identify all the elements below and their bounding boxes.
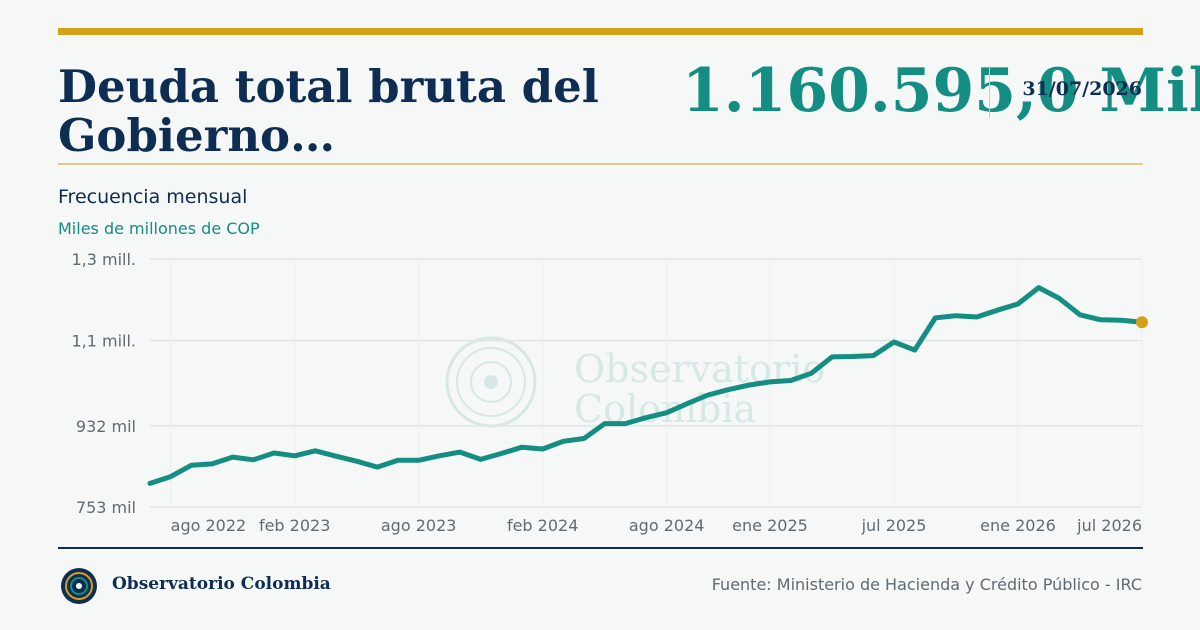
line-chart: Observatorio Colombia 1,3 mill.1,1 mill.… <box>71 250 1148 535</box>
series-line <box>147 285 1145 486</box>
data-point <box>1078 312 1083 317</box>
top-accent-bar <box>58 28 1143 35</box>
y-tick-label: 1,3 mill. <box>71 250 136 269</box>
data-point <box>974 315 979 320</box>
chart-grid <box>150 258 1143 508</box>
data-point <box>1057 296 1062 301</box>
data-point <box>561 439 566 444</box>
x-tick-label: ene 2026 <box>980 516 1056 535</box>
source-note: Fuente: Ministerio de Hacienda y Crédito… <box>711 575 1142 594</box>
data-point <box>334 454 339 459</box>
data-point <box>912 348 917 353</box>
data-point <box>520 445 525 450</box>
y-tick-label: 753 mil <box>76 498 136 517</box>
data-point <box>540 446 545 451</box>
series-layer <box>147 285 1148 486</box>
data-point <box>251 457 256 462</box>
data-point <box>768 379 773 384</box>
data-point <box>602 421 607 426</box>
data-point <box>830 354 835 359</box>
brand-name: Observatorio Colombia <box>112 574 331 594</box>
data-point <box>788 378 793 383</box>
data-point <box>747 383 752 388</box>
x-tick-label: jul 2026 <box>1076 516 1142 535</box>
data-point <box>375 465 380 470</box>
data-point <box>995 308 1000 313</box>
data-point <box>933 315 938 320</box>
data-point <box>230 455 235 460</box>
frequency-label: Frecuencia mensual <box>58 186 248 208</box>
unit-label: Miles de millones de COP <box>58 219 260 238</box>
data-point <box>416 458 421 463</box>
x-tick-label: ago 2022 <box>171 516 247 535</box>
data-point <box>313 448 318 453</box>
x-tick-label: jul 2025 <box>861 516 927 535</box>
chart-title: Deuda total bruta del Gobierno… <box>58 60 599 162</box>
data-point <box>726 387 731 392</box>
data-point <box>396 458 401 463</box>
watermark-logo-icon <box>445 336 537 428</box>
data-point <box>168 474 173 479</box>
data-point <box>892 339 897 344</box>
headline-value: 1.160.595,0 Miles de millones de COP <box>682 56 1200 126</box>
headline-separator <box>989 66 990 118</box>
data-point <box>1098 317 1103 322</box>
x-axis: ago 2022 feb 2023 ago 2023 feb 2024 ago 2024… <box>171 516 1142 535</box>
data-point <box>292 453 297 458</box>
data-point <box>706 393 711 398</box>
title-divider <box>58 163 1143 165</box>
data-point <box>644 415 649 420</box>
data-point <box>850 354 855 359</box>
y-tick-label: 932 mil <box>76 417 136 436</box>
data-point <box>871 353 876 358</box>
data-point <box>582 436 587 441</box>
x-tick-label: feb 2024 <box>507 516 578 535</box>
data-point <box>458 450 463 455</box>
data-point <box>623 421 628 426</box>
data-point <box>189 463 194 468</box>
data-point <box>354 459 359 464</box>
data-point <box>210 461 215 466</box>
data-point <box>954 313 959 318</box>
headline-date: 31/07/2026 <box>1022 78 1142 100</box>
last-data-point-marker <box>1136 316 1148 329</box>
data-point <box>1119 318 1124 323</box>
data-point <box>809 371 814 376</box>
data-point <box>437 453 442 458</box>
watermark-line1: Observatorio <box>574 347 825 391</box>
data-point <box>664 410 669 415</box>
data-point <box>478 457 483 462</box>
data-point <box>685 401 690 406</box>
x-tick-label: feb 2023 <box>259 516 330 535</box>
footer-divider <box>58 547 1143 549</box>
x-tick-label: ago 2024 <box>629 516 705 535</box>
data-point <box>148 481 153 486</box>
x-tick-label: ene 2025 <box>732 516 808 535</box>
headline-value-container: 1.160.595,0 Miles de millones de COP <box>682 56 1200 126</box>
data-point <box>1036 285 1041 290</box>
data-point <box>499 451 504 456</box>
data-point <box>1016 301 1021 306</box>
x-tick-label: ago 2023 <box>381 516 457 535</box>
observatorio-logo-icon <box>61 568 97 604</box>
y-tick-label: 1,1 mill. <box>71 332 136 351</box>
data-point <box>272 451 277 456</box>
y-axis: 1,3 mill. 1,1 mill. 932 mil 753 mil <box>71 250 136 517</box>
